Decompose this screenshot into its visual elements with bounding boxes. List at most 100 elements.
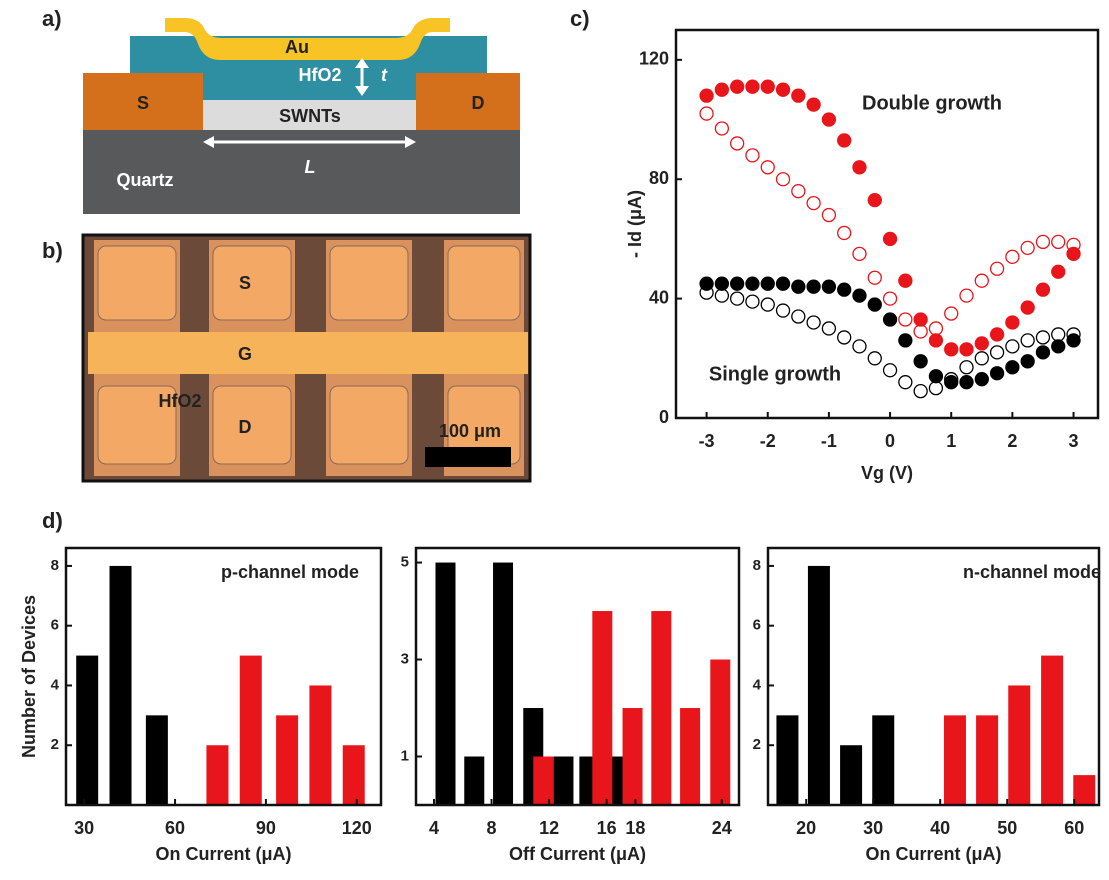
y-tick-label: 0 xyxy=(659,407,669,427)
bar xyxy=(76,655,99,805)
marker xyxy=(928,369,944,384)
x-tick-label: 120 xyxy=(342,818,372,838)
x-tick-label: 0 xyxy=(885,431,895,451)
marker xyxy=(867,270,882,285)
y-axis-label: - Id (μA) xyxy=(625,190,645,258)
marker xyxy=(898,375,913,390)
marker xyxy=(806,279,821,294)
label: t xyxy=(381,65,388,85)
scale-bar xyxy=(425,447,511,467)
marker xyxy=(882,231,898,247)
marker xyxy=(745,79,760,94)
marker xyxy=(867,192,882,208)
x-axis-label: On Current (μA) xyxy=(865,844,1001,864)
panel-label: a) xyxy=(42,6,62,31)
y-tick-label: 40 xyxy=(649,287,669,307)
marker xyxy=(1005,360,1020,375)
x-tick-label: 90 xyxy=(256,818,276,838)
marker xyxy=(913,354,928,369)
label: Au xyxy=(285,37,309,57)
bar xyxy=(840,745,863,805)
marker xyxy=(806,315,821,330)
marker xyxy=(806,97,821,112)
marker xyxy=(1020,300,1035,315)
y-tick-label: 8 xyxy=(51,557,59,574)
marker xyxy=(1051,327,1066,342)
marker xyxy=(1005,315,1020,330)
marker xyxy=(1035,234,1051,250)
y-tick-label: 5 xyxy=(401,554,409,571)
marker xyxy=(944,306,959,321)
bar xyxy=(533,756,554,805)
marker xyxy=(821,321,837,336)
plot-frame xyxy=(766,546,1101,807)
plot-frame xyxy=(64,546,383,807)
bar xyxy=(1008,685,1031,805)
marker xyxy=(791,88,806,103)
marker xyxy=(775,82,791,97)
marker xyxy=(1020,333,1035,348)
bar xyxy=(239,655,262,805)
marker xyxy=(730,291,745,306)
marker xyxy=(1066,333,1081,348)
pad xyxy=(329,385,409,465)
marker xyxy=(974,273,989,288)
pad xyxy=(212,385,292,465)
bar xyxy=(276,715,299,805)
marker xyxy=(1020,354,1035,369)
marker xyxy=(913,312,928,327)
x-tick-label: 30 xyxy=(863,818,883,838)
marker xyxy=(791,309,806,324)
marker xyxy=(913,383,928,399)
marker xyxy=(745,148,760,163)
x-tick-label: 8 xyxy=(487,818,497,838)
bar xyxy=(622,708,643,805)
y-tick-label: 4 xyxy=(51,676,60,693)
x-tick-label: 3 xyxy=(1069,431,1079,451)
marker xyxy=(699,276,714,291)
label: Quartz xyxy=(116,170,173,190)
marker xyxy=(745,294,760,309)
gold-gate xyxy=(165,18,450,60)
marker xyxy=(882,291,898,306)
marker xyxy=(1051,234,1066,250)
x-tick-label: 4 xyxy=(429,818,439,838)
x-tick-label: 12 xyxy=(539,818,559,838)
marker xyxy=(974,372,989,387)
marker xyxy=(775,276,791,291)
marker xyxy=(898,312,913,327)
bar xyxy=(592,611,613,805)
label: S xyxy=(137,93,149,113)
pad xyxy=(97,245,177,321)
y-tick-label: 1 xyxy=(401,747,409,764)
marker xyxy=(791,279,806,294)
x-tick-label: 2 xyxy=(1007,431,1017,451)
marker xyxy=(867,351,882,366)
x-tick-label: 30 xyxy=(74,818,94,838)
marker xyxy=(1020,240,1035,256)
marker xyxy=(928,381,944,396)
marker xyxy=(745,276,760,291)
x-tick-label: 60 xyxy=(165,818,185,838)
x-tick-label: 18 xyxy=(625,818,645,838)
pad xyxy=(97,385,177,465)
label: D xyxy=(472,93,485,113)
marker xyxy=(1005,339,1020,354)
y-tick-label: 2 xyxy=(753,736,761,753)
quartz-layer xyxy=(83,130,416,214)
label: L xyxy=(305,157,316,177)
bar xyxy=(342,745,365,805)
marker xyxy=(837,225,852,241)
quartz-layer xyxy=(416,130,520,214)
bar xyxy=(710,659,731,805)
marker xyxy=(775,172,791,187)
marker xyxy=(821,279,837,294)
annotation: Double growth xyxy=(862,92,1002,114)
marker xyxy=(699,88,714,103)
x-axis-label: On Current (μA) xyxy=(155,844,291,864)
marker xyxy=(974,336,989,351)
marker xyxy=(760,297,775,312)
marker xyxy=(867,297,882,312)
bar xyxy=(680,708,701,805)
bar xyxy=(943,715,966,805)
